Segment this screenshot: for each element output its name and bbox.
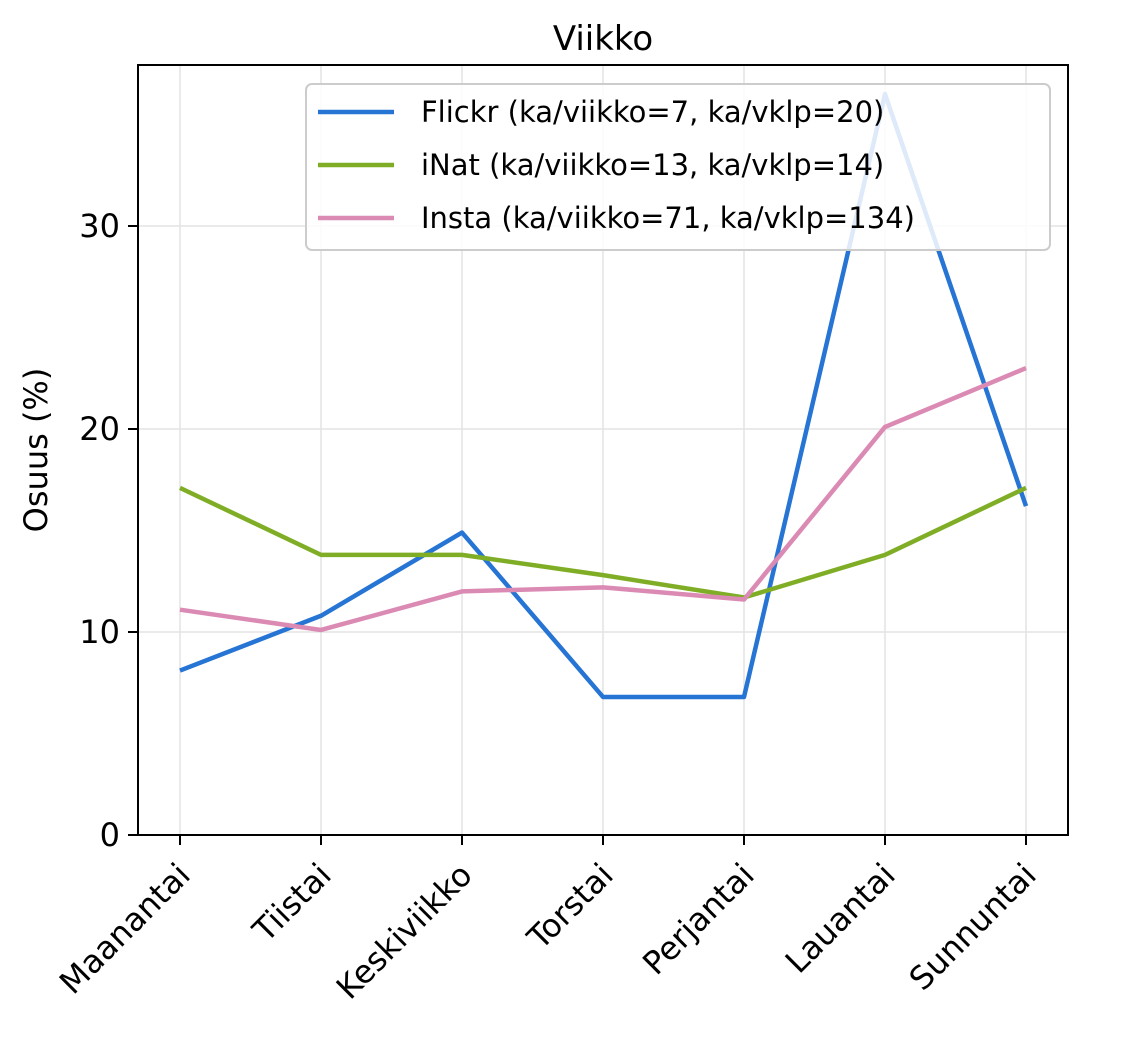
x-tick-label: Sunnuntai	[902, 856, 1044, 998]
y-tick-label: 0	[100, 816, 120, 854]
x-tick-label: Perjantai	[635, 856, 761, 982]
legend-label: Insta (ka/viikko=71, ka/vklp=134)	[421, 201, 915, 235]
legend-label: iNat (ka/viikko=13, ka/vklp=14)	[421, 148, 884, 182]
series-line	[179, 485, 1027, 600]
legend-box	[305, 83, 1051, 251]
y-axis-label: Osuus (%)	[17, 368, 55, 533]
x-tick-label: Torstai	[519, 856, 621, 958]
y-tick-label: 10	[79, 613, 120, 651]
x-tick-label: Tiistai	[245, 856, 339, 950]
x-tick-label: Maanantai	[52, 856, 198, 1002]
x-tick-label: Lauantai	[778, 856, 903, 981]
legend: Flickr (ka/viikko=7, ka/vklp=20) iNat (ka…	[305, 83, 1051, 251]
chart-title: Viikko	[553, 19, 653, 59]
series-line	[179, 366, 1027, 633]
legend-label: Flickr (ka/viikko=7, ka/vklp=20)	[421, 95, 884, 129]
y-tick-label: 20	[79, 410, 120, 448]
y-tick-label: 30	[79, 207, 120, 245]
x-tick-label: Keskiviikko	[329, 856, 480, 1007]
